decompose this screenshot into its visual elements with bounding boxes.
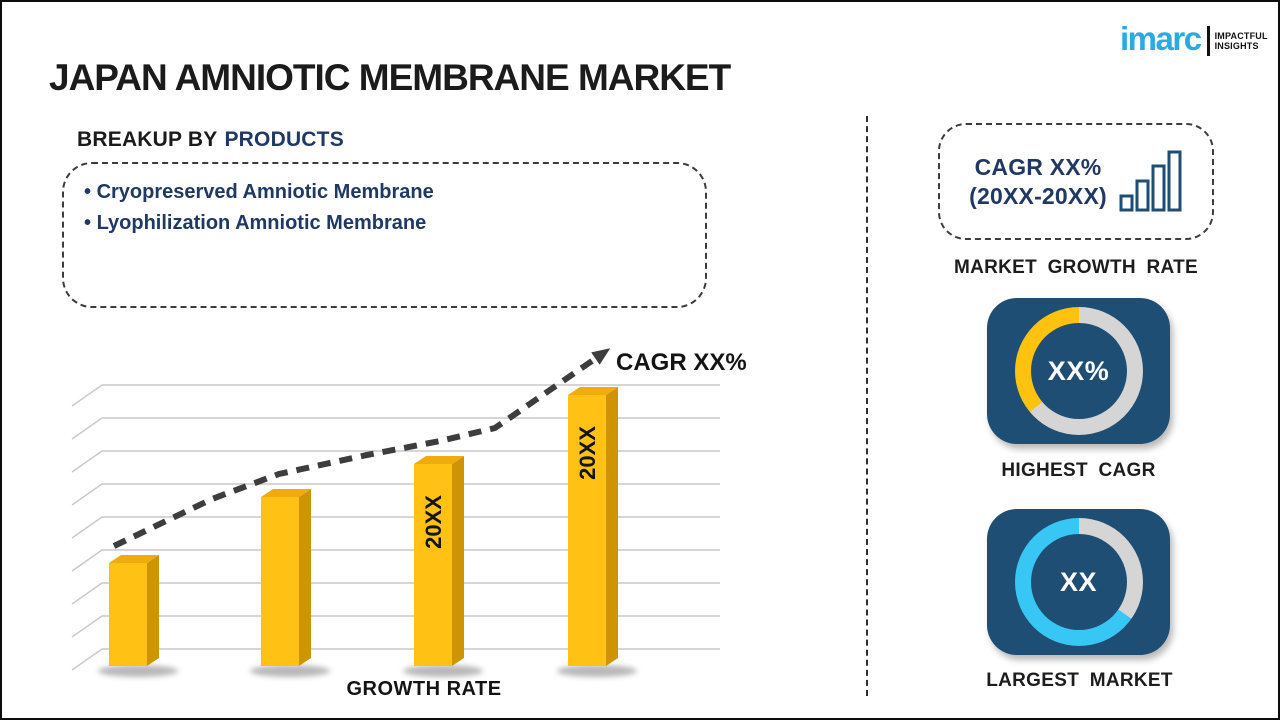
bar-label: 20XX	[421, 495, 446, 549]
bar	[414, 464, 452, 666]
bar-side-face	[299, 489, 311, 666]
bar-top-face	[261, 489, 311, 497]
trend-arrowhead-icon	[591, 348, 611, 365]
largest-market-value: XX	[1059, 566, 1098, 597]
imarc-logo-wordmark: imarc	[1120, 20, 1202, 57]
bar-top-face	[414, 456, 464, 464]
logo-tagline: IMPACTFUL INSIGHTS	[1214, 31, 1268, 51]
bar-shadow	[557, 665, 637, 677]
logo-divider	[1206, 26, 1210, 56]
growth-rate-chart: 20XX 20XX CAGR XX% GROWTH RATE	[62, 337, 762, 709]
bar-side-face	[147, 555, 159, 666]
highest-cagr-value: XX%	[1047, 355, 1110, 386]
gridline	[71, 450, 720, 473]
section-divider	[866, 116, 868, 696]
gridline	[71, 417, 720, 440]
bar-shadow	[250, 665, 330, 677]
bar-shadow	[403, 665, 483, 677]
page-title: JAPAN AMNIOTIC MEMBRANE MARKET	[49, 57, 731, 98]
imarc-logo: imarc IMPACTFUL INSIGHTS	[1120, 22, 1268, 56]
bar-top-face	[568, 387, 618, 395]
largest-market-donut-chart: XX	[1014, 518, 1143, 646]
gridline	[71, 483, 720, 506]
trend-dashed-line	[112, 351, 604, 549]
highest-cagr-caption: HIGHEST CAGR	[1001, 460, 1156, 481]
largest-market-caption: LARGEST MARKET	[986, 670, 1173, 691]
breakup-heading: BREAKUP BY PRODUCTS	[77, 128, 344, 152]
breakup-products-box: Cryopreserved Amniotic Membrane Lyophili…	[62, 162, 707, 308]
list-item: Cryopreserved Amniotic Membrane	[84, 177, 685, 208]
gridline	[71, 615, 720, 638]
chart-gridlines	[71, 384, 720, 671]
trend-label: CAGR XX%	[616, 349, 747, 376]
chart-bars: 20XX 20XX	[98, 387, 637, 677]
gridline	[71, 516, 720, 539]
highest-cagr-donut-chart: XX%	[1014, 307, 1143, 435]
market-growth-rate-caption: MARKET GROWTH RATE	[953, 257, 1199, 278]
largest-market-tile: XX	[987, 509, 1170, 655]
gridline	[71, 384, 720, 407]
bar-side-face	[606, 387, 618, 666]
bar	[261, 497, 299, 666]
growth-rate-bar-chart: 20XX 20XX CAGR XX% GROWTH RATE	[71, 348, 747, 700]
gridline	[71, 582, 720, 605]
cagr-trend-arrow	[112, 348, 611, 549]
bar	[568, 395, 606, 666]
breakup-heading-prefix: BREAKUP BY	[77, 128, 218, 151]
ascending-bars-icon	[1119, 150, 1183, 214]
list-item: Lyophilization Amniotic Membrane	[84, 208, 685, 239]
gridline	[71, 648, 720, 671]
bar	[109, 563, 147, 666]
bar-top-face	[109, 555, 159, 563]
market-growth-rate-box: CAGR XX% (20XX-20XX)	[938, 123, 1214, 240]
bar-side-face	[452, 456, 464, 666]
cagr-value-text: CAGR XX% (20XX-20XX)	[969, 153, 1107, 209]
highest-cagr-tile: XX%	[987, 298, 1170, 444]
bar-label: 20XX	[575, 426, 600, 480]
x-axis-label: GROWTH RATE	[346, 678, 501, 700]
gridline	[71, 549, 720, 572]
bar-shadow	[98, 665, 178, 677]
breakup-heading-highlight: PRODUCTS	[224, 128, 344, 151]
